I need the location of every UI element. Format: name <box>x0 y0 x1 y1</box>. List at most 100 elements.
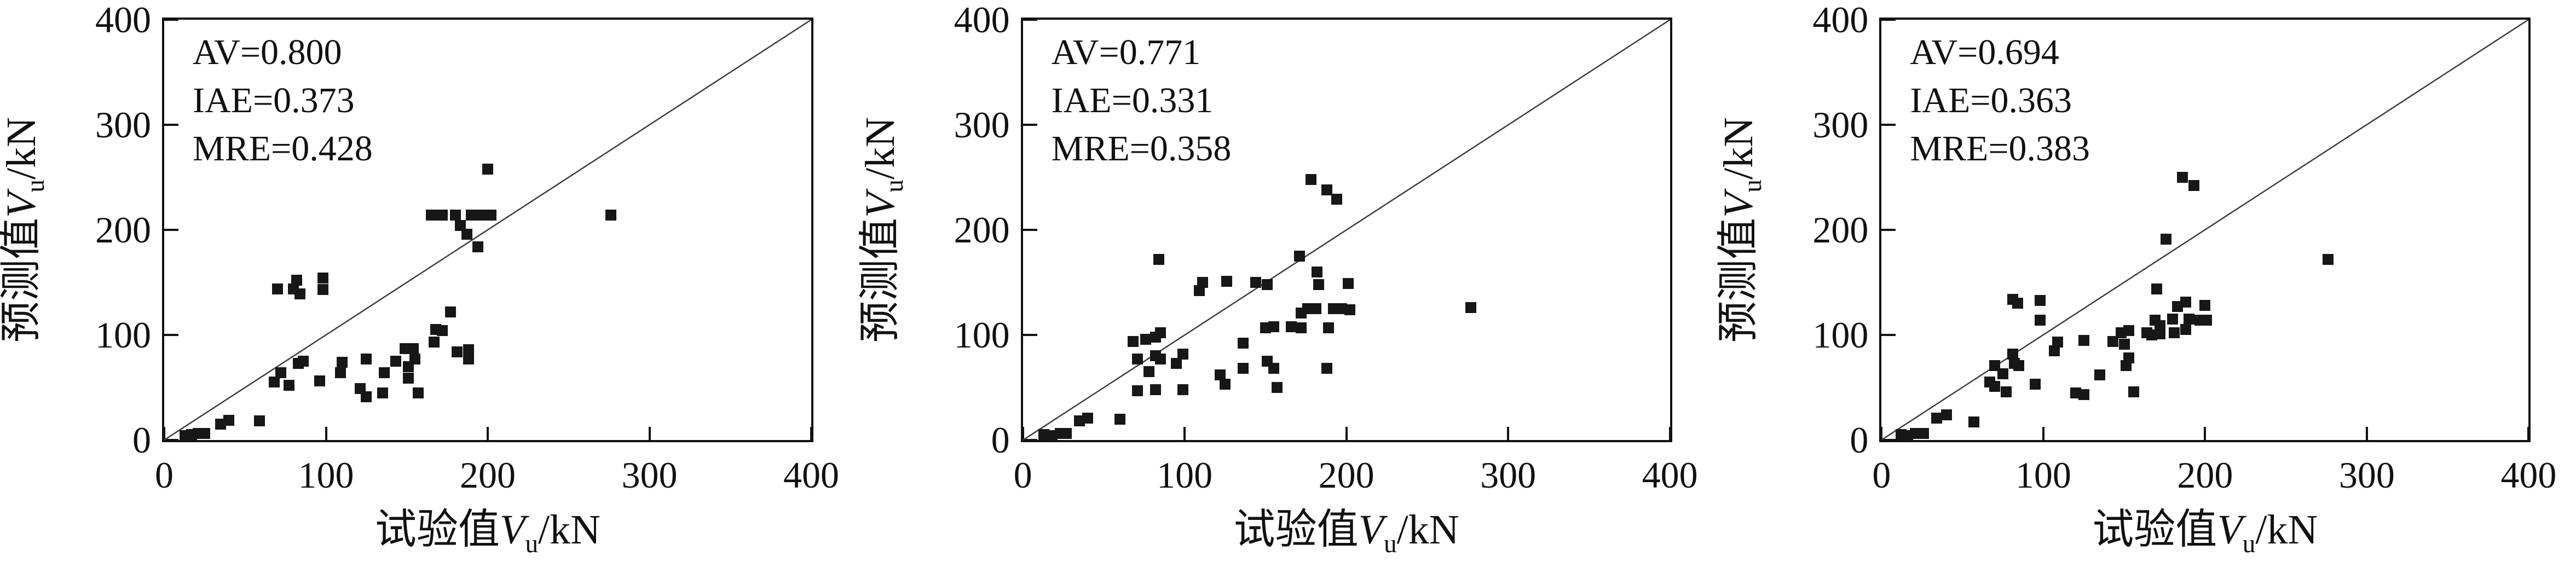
scatter-point <box>1250 277 1262 288</box>
y-tick-label: 0 <box>1850 419 1869 461</box>
scatter-point <box>2169 327 2180 339</box>
scatter-point <box>1215 369 1226 380</box>
y-tick-label: 300 <box>954 104 1010 146</box>
y-axis-title-symbol-subscript: u <box>21 180 50 193</box>
y-axis-tick <box>1881 334 1896 336</box>
scatter-point <box>1465 302 1477 314</box>
scatter-point <box>1931 412 1942 424</box>
scatter-point <box>314 375 325 387</box>
y-axis-tick <box>164 334 178 336</box>
y-axis-title-symbol: V <box>0 192 44 218</box>
scatter-point <box>1237 363 1249 374</box>
x-tick-label: 0 <box>155 454 174 496</box>
scatter-point <box>476 210 487 221</box>
y-axis-title-symbol: V <box>857 192 903 218</box>
x-tick-label: 300 <box>2338 454 2395 496</box>
x-axis-tick <box>648 427 651 440</box>
y-axis-tick <box>1023 229 1037 231</box>
scatter-point <box>1268 321 1279 332</box>
y-tick-label: 200 <box>1812 209 1869 251</box>
scatter-point <box>2000 386 2012 397</box>
y-axis-title: 预测值Vu/kN <box>0 117 63 343</box>
scatter-point <box>298 356 309 367</box>
scatter-point <box>2118 339 2130 350</box>
scatter-point <box>2199 300 2211 311</box>
scatter-point <box>463 344 474 355</box>
scatter-point <box>390 356 401 367</box>
scatter-point <box>2107 335 2118 347</box>
scatter-point <box>2154 320 2165 331</box>
plot-area <box>1881 20 2529 442</box>
x-axis-title-symbol-subscript: u <box>525 530 538 559</box>
scatter-point <box>1140 333 1152 345</box>
x-axis-title-symbol-subscript: u <box>2242 530 2256 559</box>
scatter-point <box>1143 366 1155 378</box>
stat-line: AV=0.694 <box>1910 32 2059 72</box>
x-tick-label: 100 <box>298 454 354 496</box>
x-axis-title-symbol-subscript: u <box>1384 530 1397 559</box>
scatter-point <box>1153 253 1164 265</box>
scatter-point <box>1197 277 1208 288</box>
scatter-point <box>2120 360 2132 371</box>
scatter-point <box>2094 369 2106 380</box>
y-tick-label: 300 <box>1812 104 1869 146</box>
x-tick-label: 300 <box>621 454 678 496</box>
y-tick-label: 100 <box>1812 314 1869 356</box>
x-axis-title-text: 试验值 <box>1233 507 1359 553</box>
scatter-point <box>283 380 294 391</box>
y-axis-tick <box>1023 124 1037 126</box>
scatter-point <box>1061 428 1072 439</box>
y-axis-tick <box>1881 19 1896 21</box>
x-axis-title-text: 试验值 <box>2092 507 2217 553</box>
plot-area <box>1023 20 1670 442</box>
scatter-point <box>437 210 448 221</box>
scatter-point <box>2151 283 2162 294</box>
x-tick-label: 200 <box>2177 454 2233 496</box>
y-axis-tick <box>164 229 178 231</box>
stat-line: AV=0.771 <box>1051 32 1201 72</box>
scatter-point <box>1997 368 2008 380</box>
scatter-point <box>2154 328 2165 340</box>
scatter-point <box>317 273 328 284</box>
x-tick-label: 0 <box>1872 454 1891 496</box>
scatter-point <box>1193 285 1205 297</box>
scatter-point <box>1989 360 2001 371</box>
scatter-point <box>2078 334 2089 346</box>
stats-annotation: AV=0.694 IAE=0.363 MRE=0.383 <box>1910 28 2090 173</box>
x-axis-title: 试验值Vu/kN <box>1879 502 2531 571</box>
x-axis-tick <box>1880 427 1883 440</box>
scatter-point <box>605 210 616 221</box>
y-axis-title-symbol: V <box>1716 192 1762 218</box>
scatter-point <box>1968 416 1979 428</box>
scatter-point <box>294 288 306 300</box>
scatter-point <box>1127 335 1139 347</box>
x-axis-tick <box>2042 427 2044 440</box>
x-axis-tick <box>163 427 165 440</box>
x-axis-tick <box>810 427 812 440</box>
x-axis-tick <box>1507 427 1510 440</box>
scatter-point <box>1154 327 1166 339</box>
y-axis-tick <box>1881 439 1896 441</box>
scatter-point <box>429 337 440 348</box>
y-tick-label: 200 <box>954 209 1010 251</box>
scatter-point <box>2030 379 2041 390</box>
scatter-point <box>1268 363 1279 374</box>
scatter-point <box>409 354 421 365</box>
plot-frame <box>1020 18 1672 442</box>
scatter-point <box>2322 253 2334 265</box>
scatter-point <box>1154 354 1166 365</box>
scatter-point <box>377 387 388 398</box>
x-tick-label: 200 <box>1318 454 1374 496</box>
scatter-point <box>425 210 437 221</box>
scatter-point <box>1940 409 1952 420</box>
y-axis-title-symbol-subscript: u <box>1738 180 1768 193</box>
x-tick-label: 200 <box>460 454 516 496</box>
scatter-panel-1: 0 100 200 300 400 0 100 200 300 400 AV=0.800 IAE=0.… <box>0 0 859 573</box>
scatter-point <box>2052 337 2064 348</box>
scatter-point <box>2183 314 2194 325</box>
y-tick-label: 200 <box>95 209 151 251</box>
stat-line: MRE=0.428 <box>193 129 373 169</box>
scatter-point <box>454 220 466 231</box>
scatter-point <box>1321 363 1333 374</box>
